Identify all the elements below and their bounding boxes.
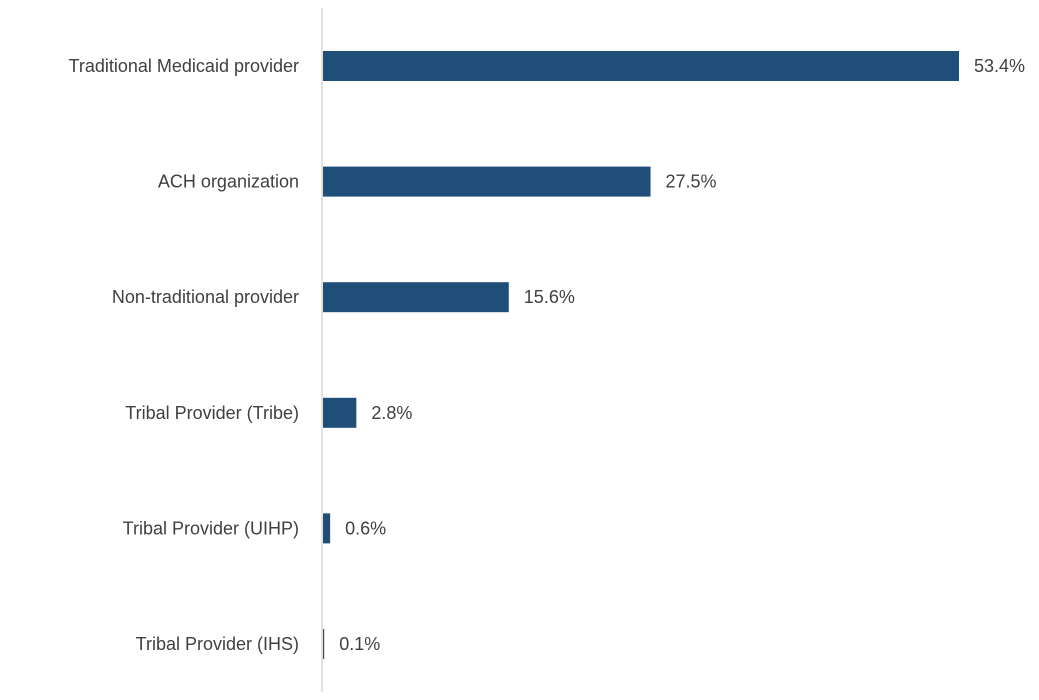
category-label: Non-traditional provider (112, 287, 299, 307)
category-label: Tribal Provider (UIHP) (123, 518, 299, 538)
data-label: 2.8% (371, 403, 412, 423)
bar (323, 282, 509, 313)
category-label: Tribal Provider (IHS) (136, 634, 299, 654)
data-label: 15.6% (524, 287, 575, 307)
data-label: 53.4% (974, 56, 1025, 76)
bar (323, 513, 331, 544)
category-label: Tribal Provider (Tribe) (125, 403, 299, 423)
bar (323, 166, 651, 197)
bar (323, 51, 959, 81)
bar (323, 629, 325, 659)
category-label: ACH organization (158, 172, 299, 192)
category-label: Traditional Medicaid provider (69, 56, 299, 76)
bar (323, 397, 357, 428)
data-label: 0.1% (339, 634, 380, 654)
data-label: 27.5% (666, 172, 717, 192)
data-label: 0.6% (345, 518, 386, 538)
